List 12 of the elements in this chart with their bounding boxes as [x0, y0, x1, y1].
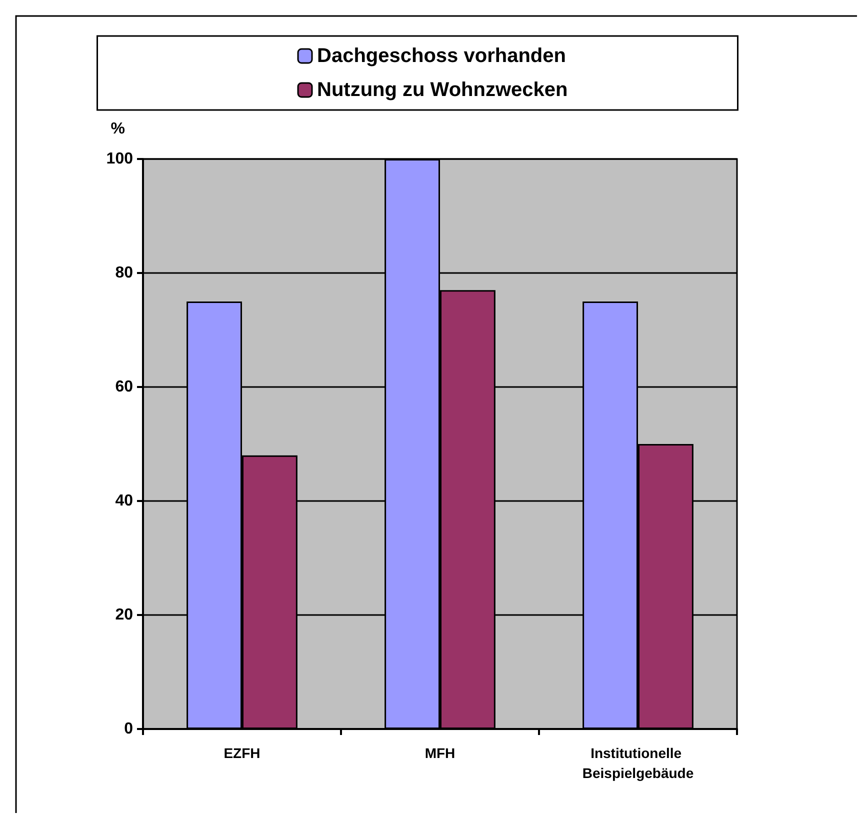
- x-tick-label: MFH: [424, 745, 456, 761]
- x-tick-label: Institutionelle Beispielgebäude: [582, 745, 694, 781]
- y-tick-label: 20: [115, 606, 134, 624]
- x-tick-label: EZFH: [224, 745, 260, 761]
- y-tick-label: 40: [115, 492, 134, 510]
- legend-label: Dachgeschoss vorhanden: [317, 45, 566, 67]
- y-tick-label: 80: [115, 264, 134, 282]
- y-axis-title: %: [110, 120, 125, 138]
- y-tick-label: 60: [115, 378, 134, 396]
- y-tick-label: 0: [124, 720, 134, 738]
- y-tick-label: 100: [106, 150, 134, 168]
- legend-label: Nutzung zu Wohnzwecken: [317, 79, 568, 101]
